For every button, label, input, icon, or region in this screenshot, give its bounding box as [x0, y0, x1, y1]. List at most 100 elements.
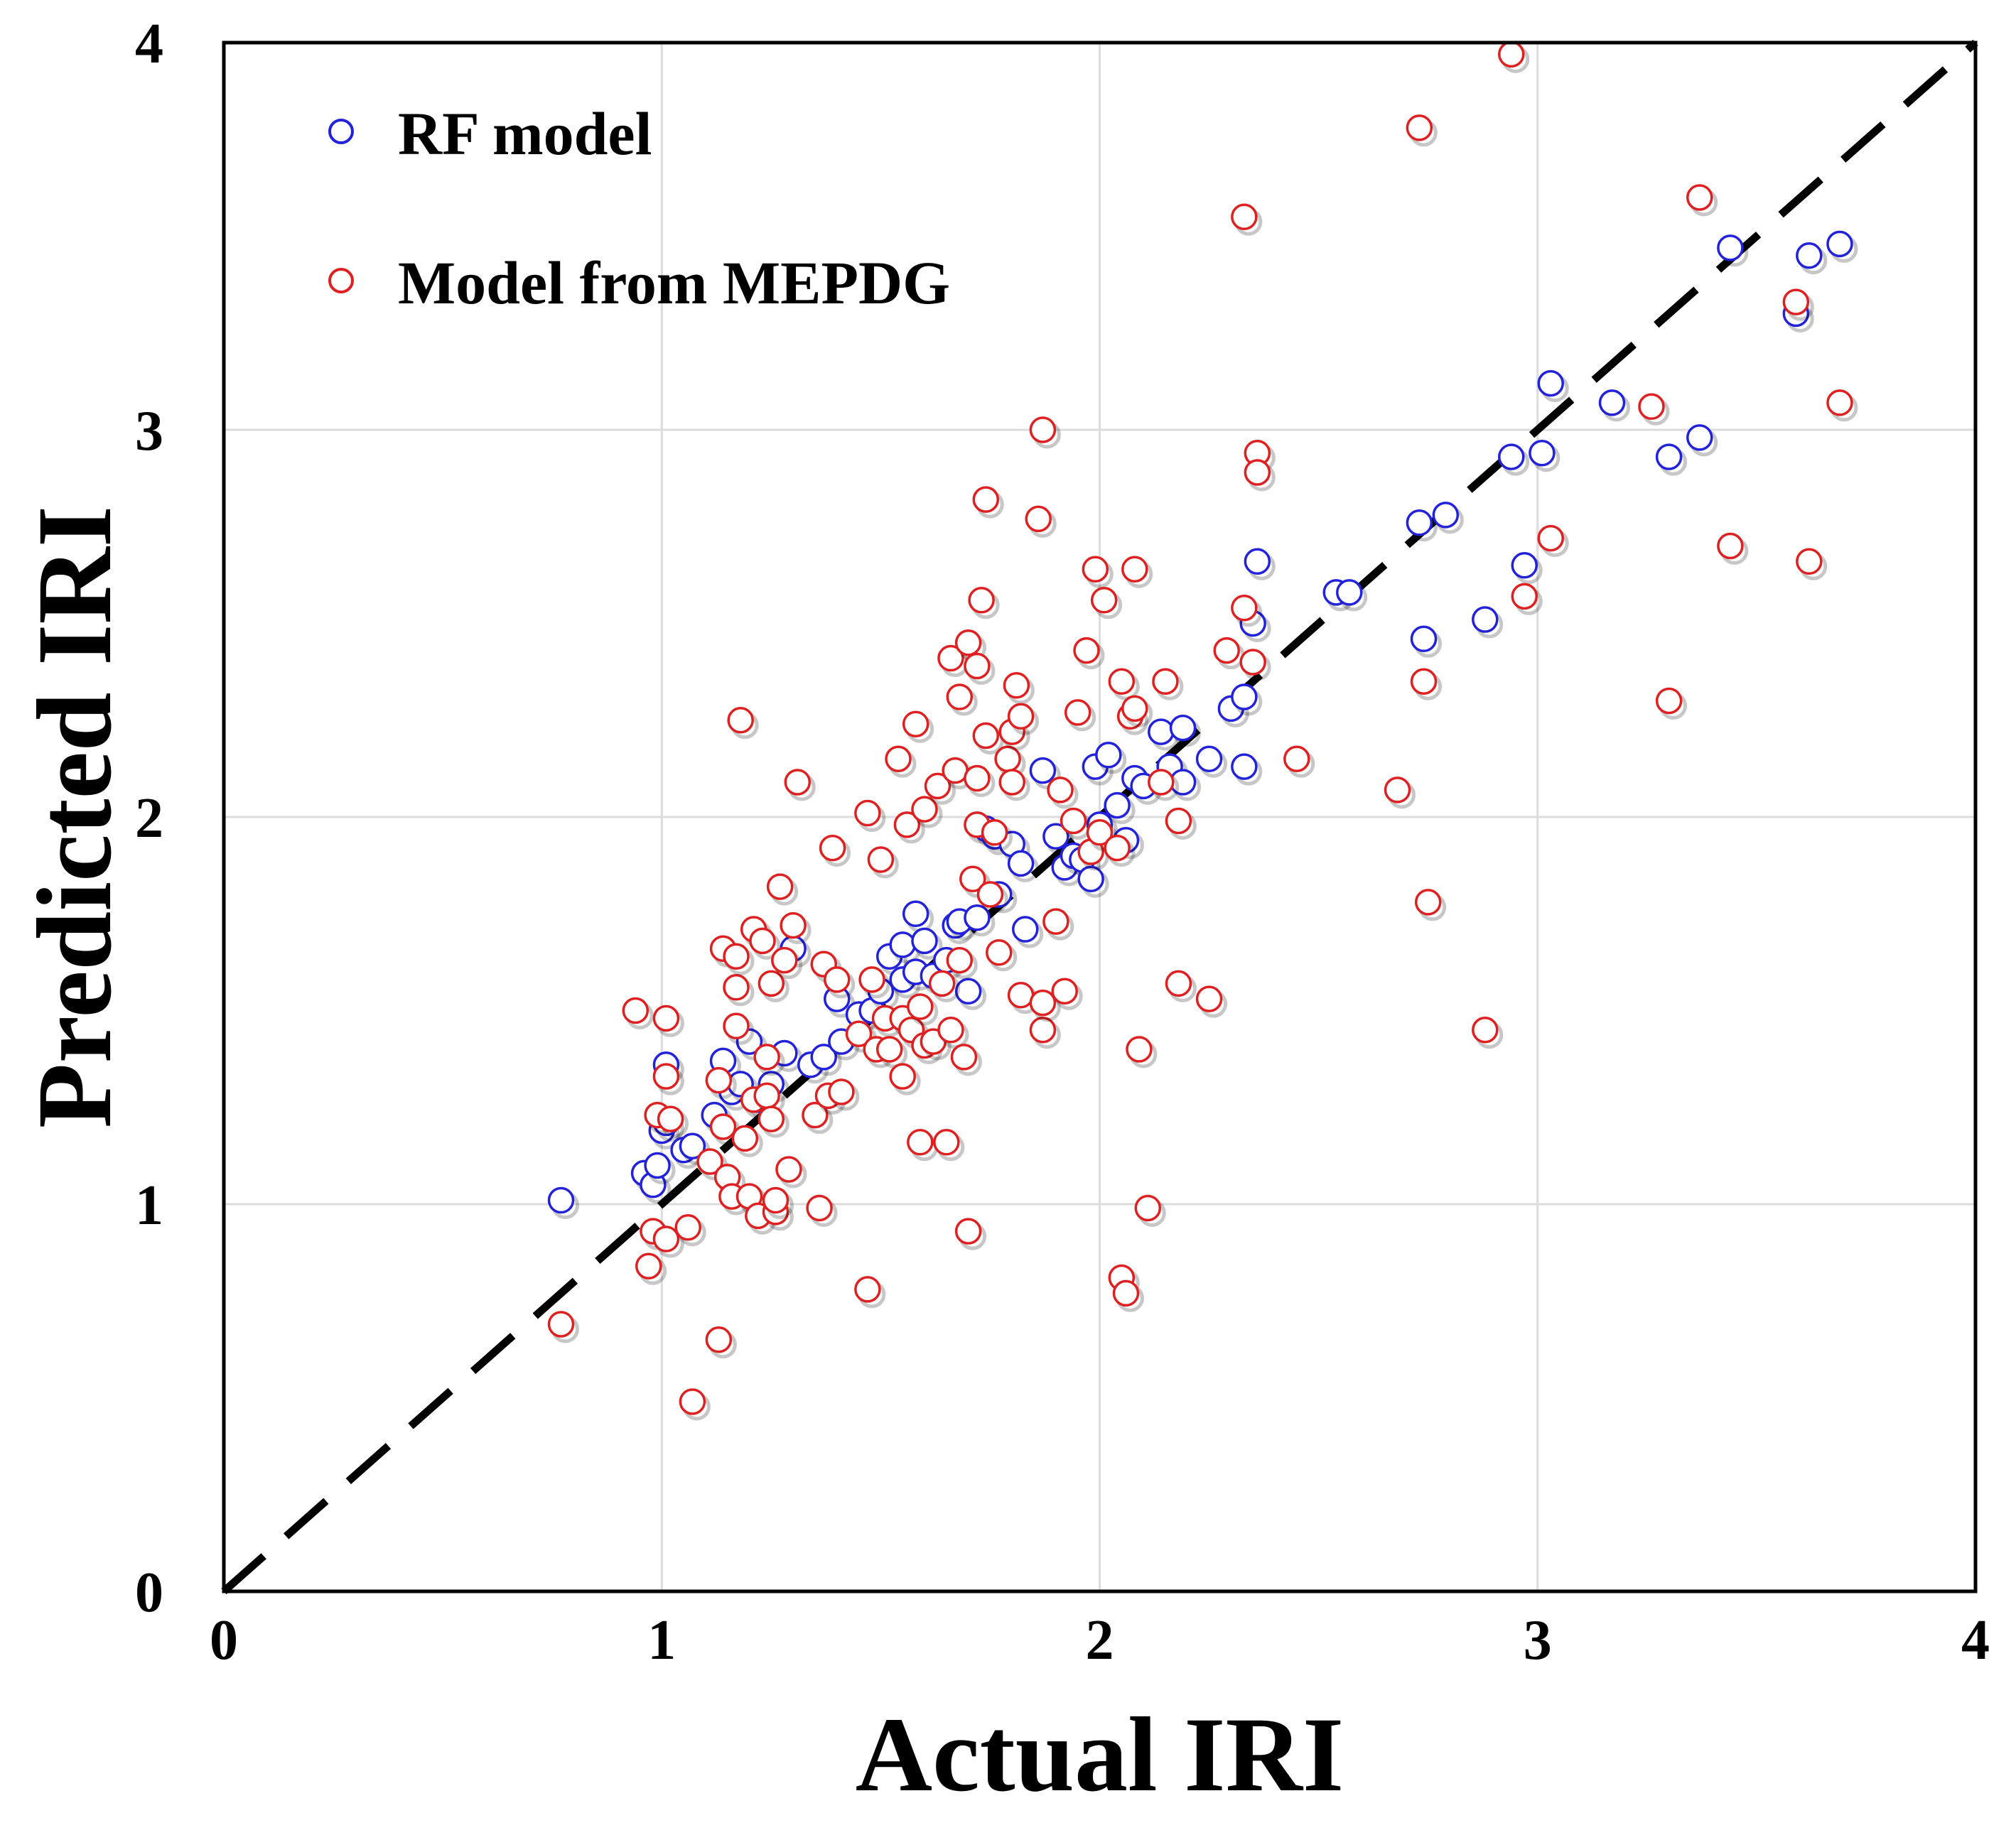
data-point [1073, 637, 1100, 664]
data-point [1165, 807, 1192, 835]
data-point [1231, 683, 1258, 710]
data-point [1042, 823, 1069, 850]
data-point [1686, 184, 1713, 211]
data-point [954, 1218, 982, 1245]
data-point [1598, 389, 1626, 416]
x-tick-label: 4 [1961, 1609, 1990, 1672]
data-point [889, 1063, 916, 1090]
x-tick-label: 2 [1086, 1609, 1114, 1672]
data-point [1003, 671, 1030, 699]
data-point [986, 939, 1013, 966]
data-point [1638, 393, 1665, 421]
data-point [644, 1152, 671, 1179]
data-point [696, 1148, 723, 1175]
data-point [802, 1101, 829, 1129]
data-point [1537, 524, 1564, 552]
data-point [705, 1326, 733, 1353]
data-point [1826, 389, 1853, 416]
data-point [1406, 509, 1433, 536]
legend-marker-mepdg-model [328, 268, 354, 293]
data-point [1283, 745, 1310, 772]
data-point [1121, 695, 1148, 723]
data-point [1007, 703, 1035, 730]
data-point [911, 927, 938, 955]
y-tick-label: 4 [135, 13, 163, 75]
x-tick-label: 1 [647, 1609, 676, 1672]
data-point [1244, 548, 1271, 575]
data-point [1472, 606, 1499, 633]
legend-label-mepdg-model: Model from MEPDG [398, 249, 950, 317]
data-point [981, 819, 1008, 846]
data-point [946, 946, 974, 974]
data-point [845, 1020, 873, 1047]
data-point [758, 1105, 785, 1132]
y-tick-label: 3 [135, 400, 163, 462]
data-point [867, 846, 895, 873]
data-point [1796, 242, 1823, 269]
data-point [806, 1194, 833, 1222]
data-point [547, 1186, 575, 1214]
data-point [1104, 791, 1131, 819]
data-point [753, 1082, 780, 1110]
data-point [1239, 649, 1266, 676]
data-point [1090, 587, 1118, 614]
data-point [998, 769, 1025, 796]
data-point [1152, 668, 1179, 695]
data-point [1108, 668, 1136, 695]
data-point [1011, 916, 1039, 943]
data-point [731, 1125, 759, 1152]
data-point [1064, 699, 1091, 726]
data-point [1432, 502, 1460, 529]
data-point [1165, 970, 1192, 997]
data-point [885, 745, 912, 772]
data-point [1655, 443, 1683, 470]
data-point [679, 1388, 706, 1415]
data-point [723, 1012, 750, 1040]
data-point [1782, 288, 1810, 315]
data-point [1410, 668, 1438, 695]
data-point [907, 993, 934, 1020]
data-point [1007, 981, 1035, 1009]
data-point [1148, 769, 1175, 796]
data-point [933, 1129, 960, 1156]
data-point [959, 865, 986, 892]
y-axis-title: Predicted IRI [16, 506, 134, 1128]
data-point [1686, 424, 1713, 451]
data-point [1244, 459, 1271, 486]
data-point [1529, 439, 1556, 467]
x-tick-label: 3 [1524, 1609, 1552, 1672]
y-tick-label: 2 [135, 787, 163, 850]
data-point [766, 873, 794, 900]
data-point [635, 1252, 662, 1279]
data-point [972, 722, 1000, 749]
data-point [723, 974, 750, 1001]
data-point [968, 587, 995, 614]
data-point [1410, 625, 1438, 653]
data-point [1134, 1194, 1162, 1222]
data-point [709, 1113, 737, 1140]
data-point [780, 911, 807, 939]
data-point [1029, 989, 1057, 1017]
data-point [1231, 753, 1258, 780]
legend-marker-rf-model [328, 119, 354, 144]
data-point [1029, 416, 1057, 443]
data-point [771, 946, 798, 974]
data-point [875, 1036, 903, 1063]
data-point [954, 629, 982, 656]
data-point [1231, 594, 1258, 622]
data-point [828, 1078, 855, 1105]
data-point [622, 997, 649, 1024]
x-axis-title: Actual IRI [856, 1696, 1344, 1814]
data-point [1007, 850, 1035, 877]
data-point [547, 1311, 575, 1338]
data-point [942, 757, 969, 784]
data-point [964, 764, 991, 792]
data-point [937, 1017, 964, 1044]
data-point [1051, 978, 1078, 1005]
data-point [657, 1105, 684, 1132]
data-point [889, 931, 916, 958]
y-tick-label: 0 [135, 1562, 163, 1624]
data-point [1029, 757, 1057, 784]
data-points [547, 40, 1858, 1421]
